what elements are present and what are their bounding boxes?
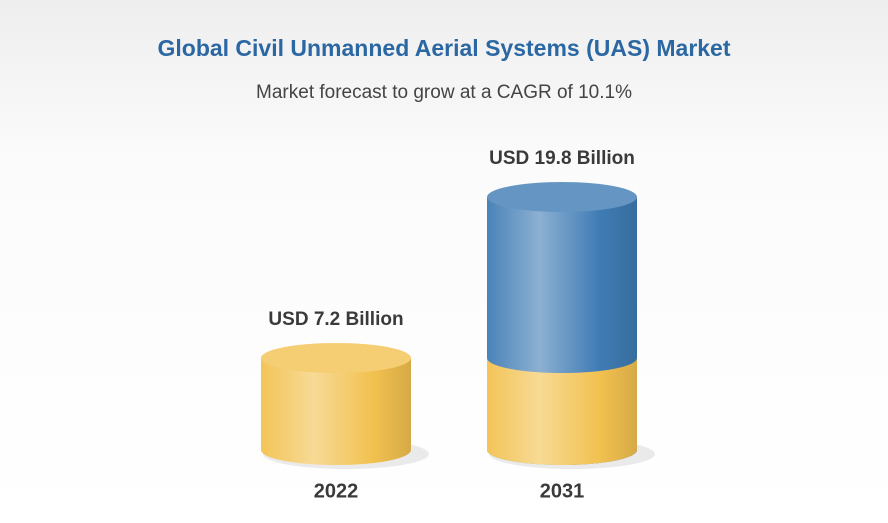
cylinder-body — [261, 358, 411, 450]
chart-subtitle: Market forecast to grow at a CAGR of 10.… — [256, 82, 632, 103]
chart-title: Global Civil Unmanned Aerial Systems (UA… — [157, 35, 730, 61]
cylinder-section — [487, 358, 637, 465]
x-tick-label: 2031 — [540, 480, 585, 502]
x-tick-label: 2022 — [314, 480, 359, 502]
value-label: USD 19.8 Billion — [489, 148, 635, 169]
cylinder-section-body — [487, 358, 637, 450]
cylinder-section-edge — [487, 358, 637, 373]
cylinder-top — [487, 182, 637, 212]
cylinder-section-bottom — [487, 435, 637, 465]
cylinder-top — [261, 343, 411, 373]
cylinder — [261, 343, 411, 465]
value-label: USD 7.2 Billion — [268, 309, 403, 330]
